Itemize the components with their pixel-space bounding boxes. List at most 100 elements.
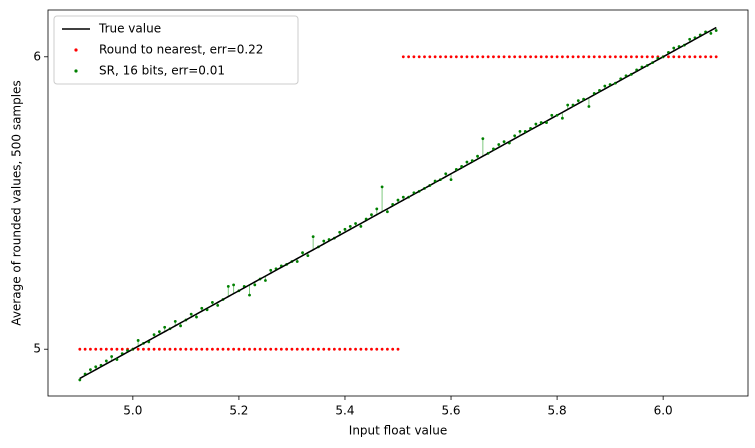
point <box>295 260 299 263</box>
point <box>147 347 151 351</box>
point <box>264 279 267 282</box>
legend-marker <box>74 69 78 73</box>
point <box>173 320 177 323</box>
point <box>195 315 198 319</box>
point <box>502 55 506 59</box>
point <box>338 230 342 234</box>
point <box>534 55 538 59</box>
point <box>492 147 495 151</box>
point <box>688 37 692 41</box>
point <box>322 239 326 243</box>
point <box>83 347 87 351</box>
point <box>269 268 273 272</box>
point <box>476 154 479 158</box>
point <box>301 347 304 351</box>
point <box>205 347 209 351</box>
x-axis-label: Input float value <box>349 424 447 438</box>
point <box>269 347 273 351</box>
point <box>587 55 591 59</box>
point <box>290 347 294 351</box>
point <box>115 347 119 351</box>
point <box>343 347 347 351</box>
point <box>555 55 559 59</box>
point <box>566 55 570 59</box>
point <box>94 347 98 351</box>
point <box>709 55 713 59</box>
point <box>226 284 230 288</box>
point <box>635 55 639 59</box>
point <box>449 178 453 182</box>
point <box>354 347 357 351</box>
point <box>454 55 458 59</box>
point <box>693 55 697 59</box>
point <box>110 347 114 351</box>
point <box>396 347 400 351</box>
point <box>667 55 670 59</box>
point <box>136 339 140 342</box>
point <box>460 165 464 168</box>
point <box>163 325 167 329</box>
point <box>550 55 554 59</box>
point <box>592 55 596 59</box>
point <box>370 213 373 217</box>
point <box>560 116 564 120</box>
point <box>78 378 82 382</box>
point <box>698 55 702 59</box>
point <box>560 55 564 59</box>
point <box>380 347 384 351</box>
point <box>497 143 501 146</box>
point <box>120 347 124 351</box>
point <box>385 347 389 351</box>
point <box>396 198 400 202</box>
point <box>566 103 570 107</box>
point <box>539 55 543 59</box>
point <box>343 227 347 231</box>
point <box>534 122 538 126</box>
point <box>645 55 649 59</box>
point <box>502 140 506 143</box>
y-tick-label: 6 <box>33 49 41 63</box>
point <box>322 347 326 351</box>
point <box>518 55 522 59</box>
point <box>248 293 251 297</box>
point <box>555 113 559 117</box>
point <box>242 347 246 351</box>
point <box>433 179 437 183</box>
point <box>104 347 108 351</box>
point <box>608 55 612 59</box>
point <box>364 347 368 351</box>
x-tick-label: 5.4 <box>335 404 354 418</box>
point <box>412 191 416 195</box>
point <box>332 347 336 351</box>
point <box>359 224 363 228</box>
point <box>359 347 363 351</box>
point <box>439 55 442 59</box>
point <box>142 347 145 351</box>
point <box>709 31 713 35</box>
point <box>327 347 331 351</box>
point <box>221 347 225 351</box>
point <box>391 347 395 351</box>
point <box>598 55 601 59</box>
y-tick-label: 5 <box>33 342 41 356</box>
point <box>651 55 654 59</box>
point <box>672 46 676 50</box>
point <box>210 347 214 351</box>
point <box>454 167 458 171</box>
point <box>306 347 310 351</box>
point <box>189 312 193 316</box>
point <box>136 347 140 351</box>
x-tick-label: 5.6 <box>441 404 460 418</box>
point <box>507 55 511 59</box>
point <box>338 347 342 351</box>
legend-marker <box>74 48 78 52</box>
plot-frame <box>47 9 749 397</box>
point <box>576 99 580 103</box>
point <box>258 347 262 351</box>
point <box>545 55 548 59</box>
point <box>157 347 161 351</box>
point <box>576 55 580 59</box>
point <box>529 127 532 130</box>
point <box>412 55 416 59</box>
